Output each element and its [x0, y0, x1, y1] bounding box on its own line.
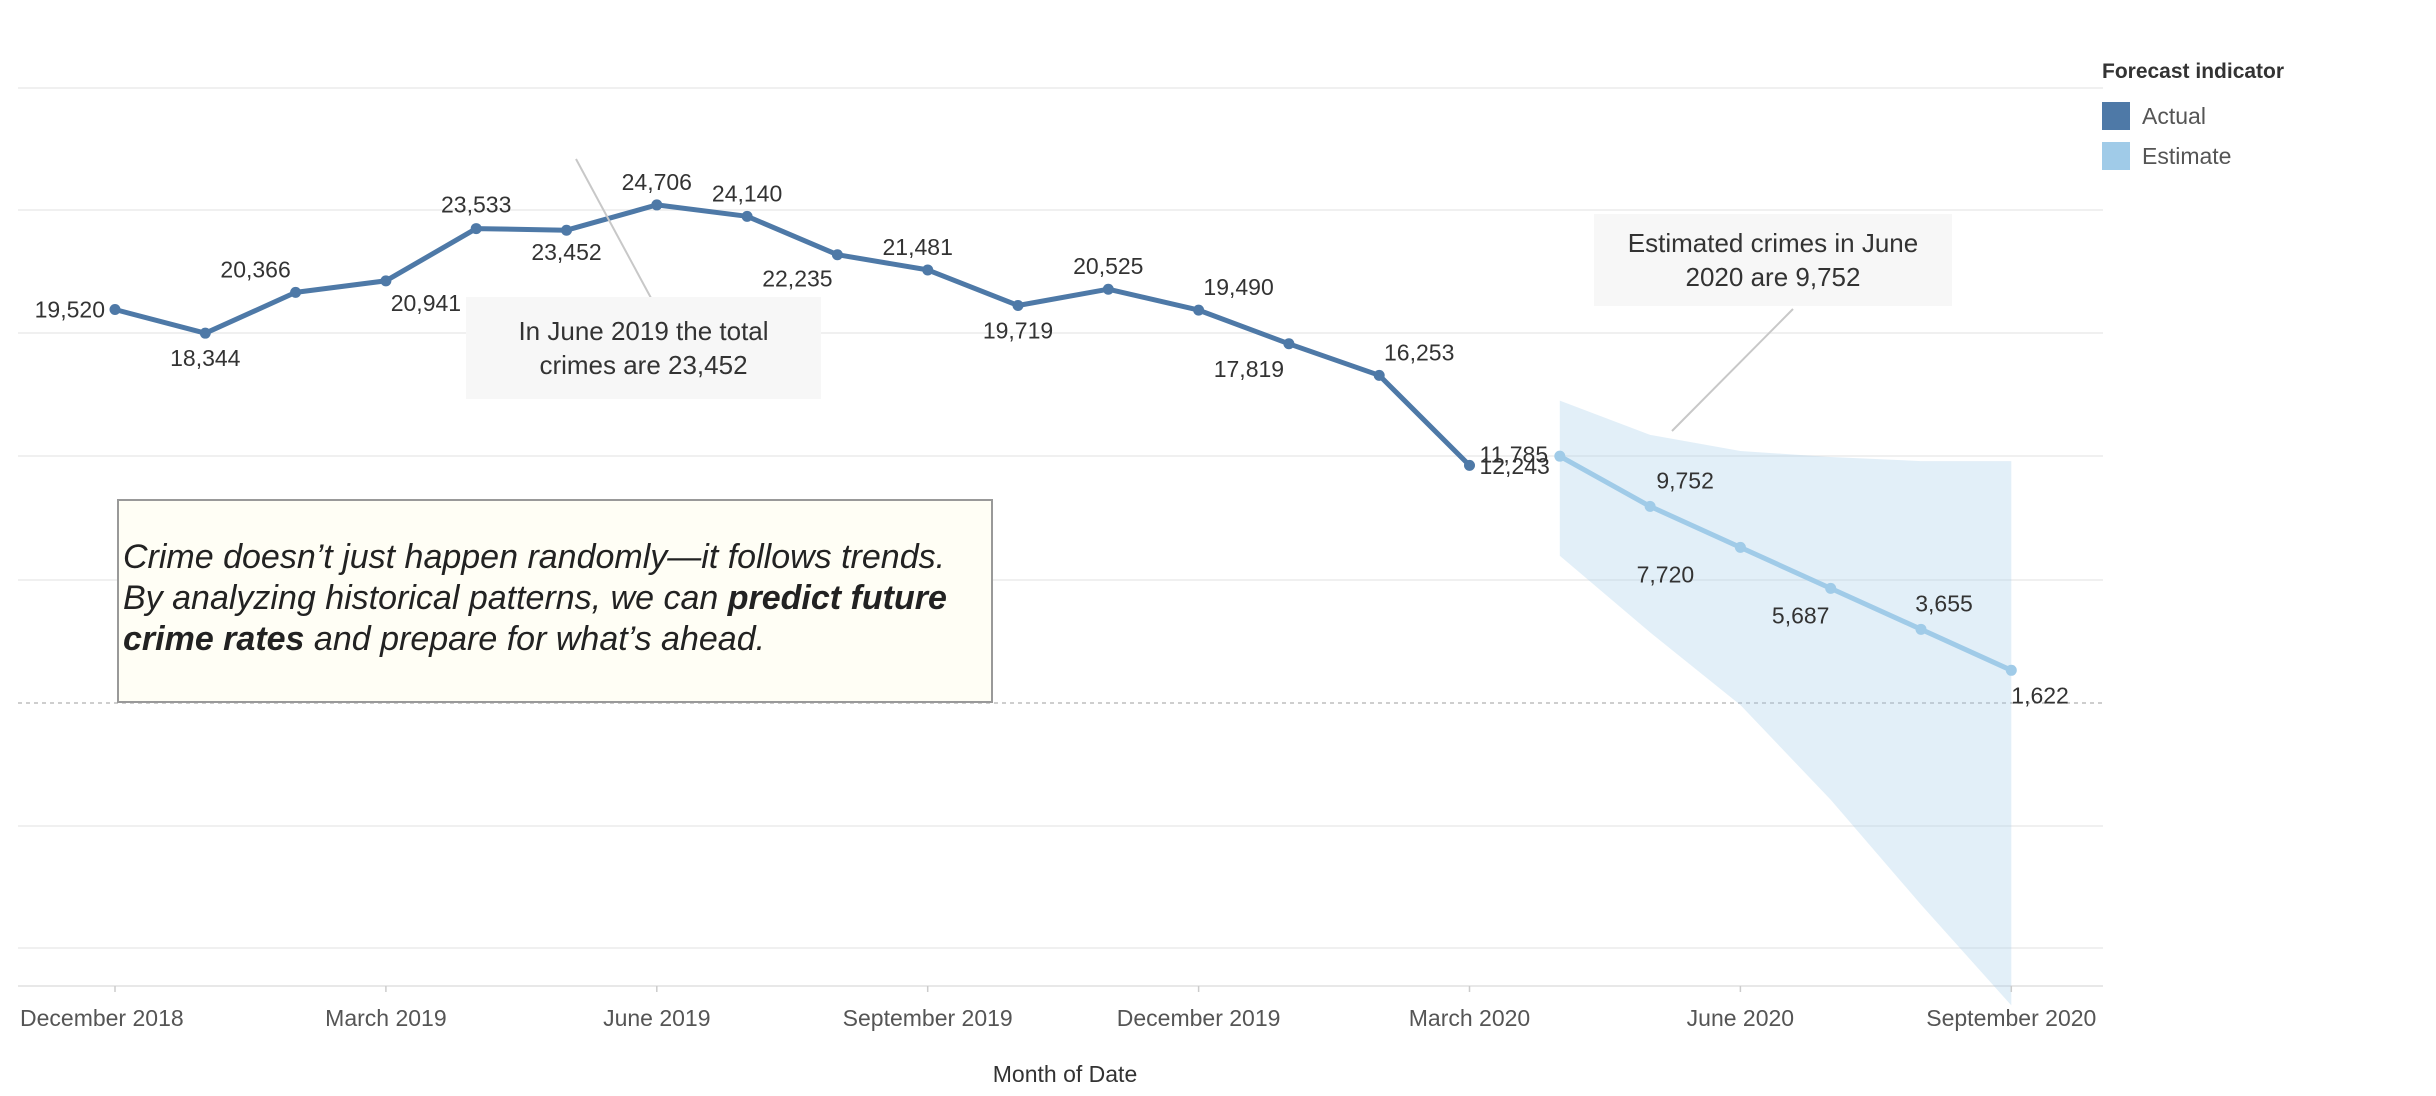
legend-swatch-actual — [2102, 102, 2130, 130]
data-label: 12,243 — [1479, 453, 1549, 479]
data-label: 20,525 — [1073, 253, 1143, 279]
x-tick-label: December 2019 — [1117, 1005, 1281, 1031]
legend-item-estimate[interactable]: Estimate — [2102, 136, 2284, 176]
data-point-actual[interactable] — [1012, 299, 1024, 311]
data-label: 9,752 — [1656, 467, 1714, 493]
annotation-june2020-line1: Estimated crimes in June — [1627, 228, 1919, 258]
data-point-actual[interactable] — [1102, 283, 1114, 295]
annotation-june2019-line1: In June 2019 the total — [518, 316, 769, 346]
data-label: 23,452 — [531, 239, 601, 265]
legend-swatch-estimate — [2102, 142, 2130, 170]
data-point-actual[interactable] — [470, 223, 482, 235]
x-axis-title: Month of Date — [993, 1061, 1137, 1087]
x-tick-label: September 2019 — [843, 1005, 1013, 1031]
data-point-actual[interactable] — [380, 275, 392, 287]
series-points — [109, 199, 2017, 676]
data-label: 7,720 — [1637, 561, 1695, 587]
data-label: 19,719 — [983, 317, 1053, 343]
forecast-band — [1559, 400, 2012, 1006]
x-axis-ticks: December 2018 March 2019 June 2019 Septembe… — [20, 986, 2096, 1031]
legend-title: Forecast indicator — [2102, 60, 2285, 83]
x-tick-label: September 2020 — [1926, 1005, 2096, 1031]
annotation-june2019: In June 2019 the total crimes are 23,452 — [466, 297, 821, 399]
data-point-actual[interactable] — [109, 303, 121, 315]
note-text-1: Crime doesn’t just happen randomly—it fo… — [123, 538, 946, 617]
data-label: 21,481 — [883, 234, 953, 260]
x-tick-label: June 2020 — [1687, 1005, 1794, 1031]
data-label: 18,344 — [170, 345, 241, 371]
data-label: 19,490 — [1203, 274, 1273, 300]
data-label: 20,366 — [220, 256, 290, 282]
data-point-estimate[interactable] — [1734, 541, 1746, 553]
data-label: 24,706 — [622, 169, 692, 195]
x-tick-label: December 2018 — [20, 1005, 184, 1031]
annotation-connector-june2020 — [1671, 308, 1794, 432]
data-point-actual[interactable] — [741, 210, 753, 222]
data-label: 23,533 — [441, 192, 511, 218]
data-point-estimate[interactable] — [2005, 664, 2017, 676]
annotation-june2020: Estimated crimes in June 2020 are 9,752 — [1594, 214, 1952, 306]
legend: Forecast indicator Actual Estimate — [2102, 60, 2284, 176]
note-text-2: and prepare for what’s ahead. — [304, 620, 766, 658]
data-label: 20,941 — [391, 290, 461, 316]
data-point-estimate[interactable] — [1644, 500, 1656, 512]
data-point-actual[interactable] — [651, 199, 663, 211]
series-lines — [114, 202, 2013, 673]
data-point-actual[interactable] — [199, 327, 211, 339]
data-label: 11,785 — [1480, 441, 1549, 467]
legend-label-actual: Actual — [2142, 102, 2206, 129]
data-label: 5,687 — [1772, 602, 1830, 628]
estimate-confidence-band — [1559, 400, 2012, 1006]
data-label: 24,140 — [712, 180, 782, 206]
note-text-bold: predict future crime rates — [123, 579, 947, 658]
data-label: 19,520 — [35, 296, 105, 322]
data-label: 1,622 — [2011, 682, 2069, 708]
data-point-actual[interactable] — [290, 286, 302, 298]
data-point-actual[interactable] — [1193, 304, 1205, 316]
legend-label-estimate: Estimate — [2142, 142, 2232, 169]
data-label: 16,253 — [1384, 339, 1454, 365]
series-line-actual — [114, 202, 1472, 468]
data-label: 22,235 — [762, 266, 832, 292]
insight-note: Crime doesn’t just happen randomly—it fo… — [117, 499, 993, 703]
data-point-estimate[interactable] — [1554, 450, 1566, 462]
x-tick-label: March 2019 — [325, 1005, 446, 1031]
data-point-actual[interactable] — [831, 249, 843, 261]
data-labels: 19,520 18,344 20,366 20,941 23,533 23,452 24,7… — [35, 169, 2069, 708]
legend-item-actual[interactable]: Actual — [2102, 96, 2284, 136]
data-point-actual[interactable] — [561, 224, 572, 236]
data-point-actual[interactable] — [1373, 369, 1385, 381]
data-point-estimate[interactable] — [1915, 623, 1927, 635]
annotation-connector-june2019 — [575, 158, 652, 299]
annotation-june2020-line2: 2020 are 9,752 — [1685, 262, 1861, 292]
series-line-estimate — [1558, 454, 2013, 673]
data-point-actual[interactable] — [922, 264, 934, 276]
data-label: 17,819 — [1214, 356, 1284, 382]
data-label: 3,655 — [1915, 590, 1973, 616]
data-point-actual[interactable] — [1283, 338, 1295, 350]
x-tick-label: June 2019 — [603, 1005, 710, 1031]
annotation-june2019-line2: crimes are 23,452 — [539, 350, 748, 380]
x-tick-label: March 2020 — [1409, 1005, 1530, 1031]
data-point-actual[interactable] — [1464, 459, 1475, 471]
data-point-estimate[interactable] — [1825, 582, 1837, 594]
